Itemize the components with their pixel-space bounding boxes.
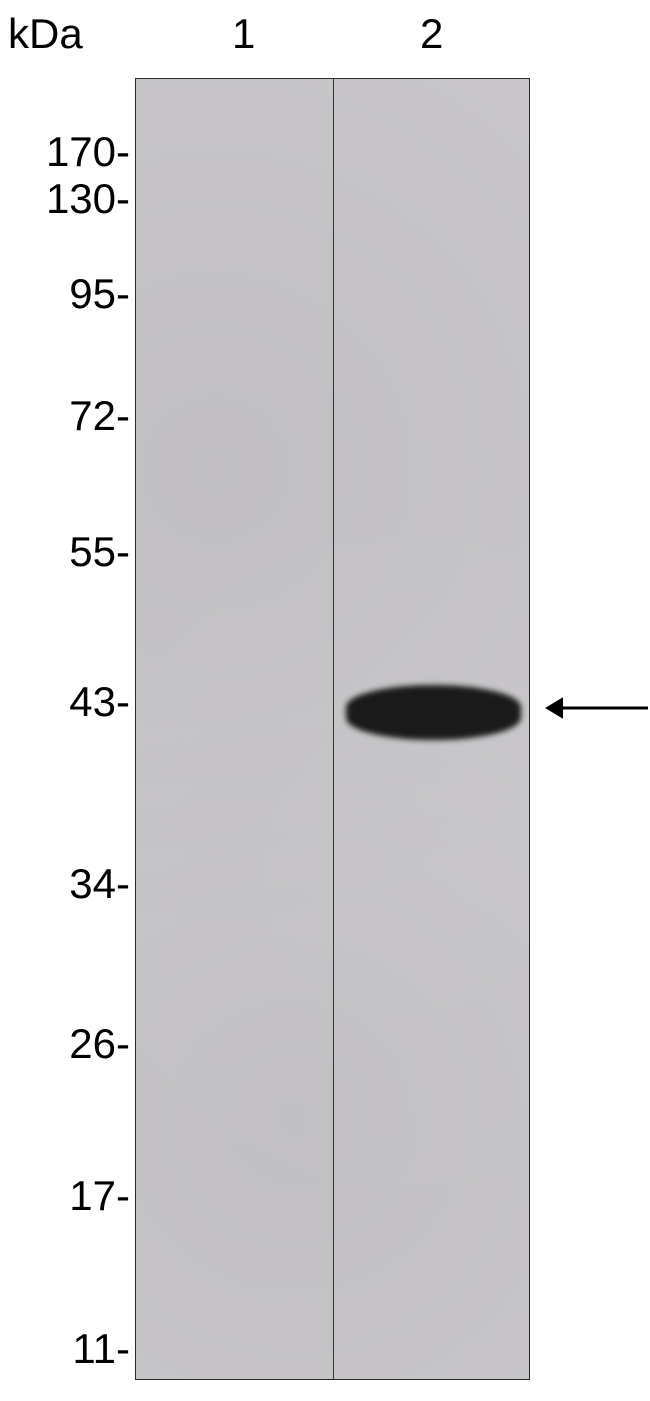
lane-1-label: 1 xyxy=(232,10,255,58)
marker-72: 72- xyxy=(69,392,130,440)
marker-17: 17- xyxy=(69,1172,130,1220)
blot-membrane-area xyxy=(135,78,530,1380)
lane-2-label: 2 xyxy=(420,10,443,58)
marker-34: 34- xyxy=(69,860,130,908)
lane-divider xyxy=(333,79,334,1379)
marker-95: 95- xyxy=(69,270,130,318)
band-indicator-arrow xyxy=(545,690,648,726)
marker-43: 43- xyxy=(69,678,130,726)
marker-130: 130- xyxy=(46,175,130,223)
kda-unit-label: kDa xyxy=(8,10,83,58)
western-blot-figure: kDa 1 2 170- 130- 95- 72- 55- 43- 34- 26… xyxy=(0,0,650,1401)
protein-band-lane2 xyxy=(346,685,521,740)
marker-170: 170- xyxy=(46,128,130,176)
marker-11: 11- xyxy=(72,1325,130,1373)
arrow-svg xyxy=(545,690,648,726)
marker-26: 26- xyxy=(69,1020,130,1068)
marker-55: 55- xyxy=(69,528,130,576)
